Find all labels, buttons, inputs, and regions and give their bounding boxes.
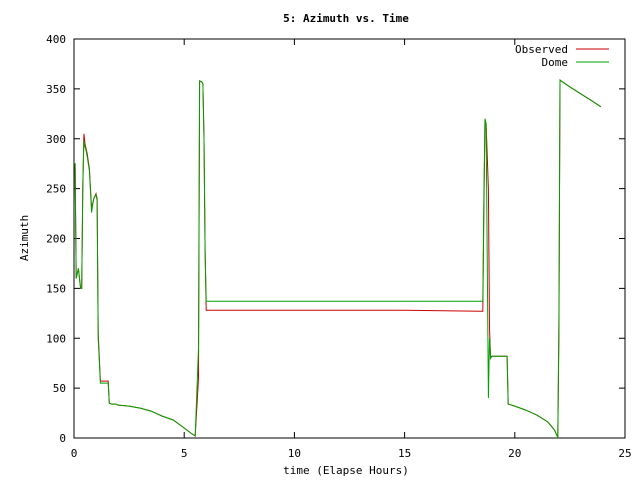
x-tick-label: 5 bbox=[181, 447, 188, 460]
series-line-dome bbox=[74, 78, 602, 439]
legend-label-observed: Observed bbox=[515, 43, 568, 56]
y-tick-label: 150 bbox=[46, 282, 66, 295]
legend-label-dome: Dome bbox=[542, 56, 569, 69]
y-tick-label: 50 bbox=[53, 382, 66, 395]
y-tick-label: 400 bbox=[46, 33, 66, 46]
series-layer bbox=[74, 78, 602, 439]
y-tick-label: 0 bbox=[59, 432, 66, 445]
y-axis-label: Azimuth bbox=[18, 215, 31, 261]
y-tick-label: 100 bbox=[46, 332, 66, 345]
x-axis-ticks: 0 5 10 15 20 25 bbox=[71, 39, 632, 460]
x-tick-label: 20 bbox=[508, 447, 521, 460]
x-tick-label: 15 bbox=[398, 447, 411, 460]
y-tick-label: 200 bbox=[46, 233, 66, 246]
y-tick-label: 250 bbox=[46, 183, 66, 196]
chart-title: 5: Azimuth vs. Time bbox=[283, 12, 409, 25]
x-axis-label: time (Elapse Hours) bbox=[283, 464, 409, 477]
y-tick-label: 300 bbox=[46, 133, 66, 146]
x-tick-label: 10 bbox=[288, 447, 301, 460]
x-tick-label: 25 bbox=[618, 447, 631, 460]
y-tick-label: 350 bbox=[46, 83, 66, 96]
series-line-observed bbox=[74, 80, 602, 439]
y-axis-ticks: 0 50 100 150 200 250 300 350 400 bbox=[46, 33, 625, 445]
x-tick-label: 0 bbox=[71, 447, 78, 460]
plot-frame bbox=[73, 38, 626, 439]
